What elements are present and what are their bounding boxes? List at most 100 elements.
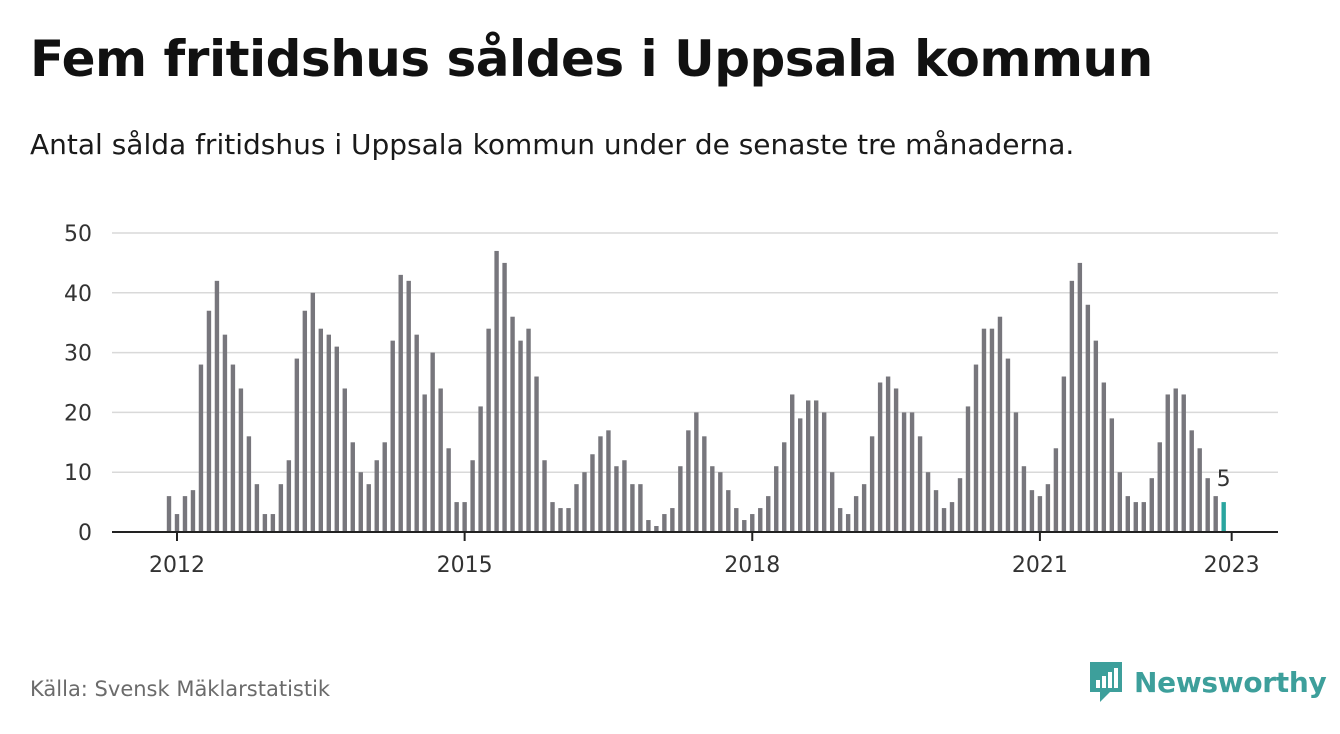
bar — [901, 412, 907, 532]
brand-logo: Newsworthy — [1088, 660, 1327, 704]
bar — [614, 466, 619, 532]
bar — [214, 280, 220, 532]
bar — [893, 388, 899, 532]
bar — [430, 352, 435, 532]
x-axis — [112, 531, 1278, 541]
bar — [1221, 502, 1226, 532]
bar — [358, 472, 363, 532]
bar — [1101, 382, 1107, 532]
bar — [933, 490, 939, 532]
bar — [382, 442, 387, 532]
bar — [1197, 448, 1202, 532]
bar — [462, 502, 467, 532]
bar — [949, 502, 955, 532]
bar — [750, 514, 755, 532]
chart-title: Fem fritidshus såldes i Uppsala kommun — [30, 30, 1153, 88]
bar — [1077, 262, 1083, 532]
bar — [694, 412, 699, 532]
bar — [965, 406, 971, 532]
bar — [758, 508, 763, 532]
bar — [1053, 448, 1059, 532]
bar — [1125, 496, 1130, 532]
x-tick-label: 2018 — [724, 553, 780, 578]
bar — [566, 508, 571, 532]
bar — [598, 436, 603, 532]
bar — [310, 292, 316, 532]
y-tick-label: 30 — [64, 342, 92, 367]
bar — [174, 514, 180, 532]
bar — [1093, 340, 1099, 532]
annotations: 5 — [1217, 467, 1231, 492]
bar — [734, 508, 739, 532]
bar — [654, 526, 659, 532]
bar — [486, 328, 491, 532]
bar — [350, 442, 355, 532]
bar — [454, 502, 459, 532]
bar — [909, 412, 915, 532]
bar — [262, 514, 268, 532]
bar — [702, 436, 707, 532]
bar — [534, 376, 539, 532]
bar — [917, 436, 923, 532]
bar — [1109, 418, 1115, 532]
bar — [981, 328, 987, 532]
bar — [206, 310, 212, 532]
bar — [1165, 394, 1170, 532]
bar — [726, 490, 731, 532]
bar — [422, 394, 427, 532]
bar — [774, 466, 779, 532]
chart-subtitle: Antal sålda fritidshus i Uppsala kommun … — [30, 128, 1075, 161]
bar — [438, 388, 443, 532]
bar — [1037, 496, 1043, 532]
bar — [1213, 496, 1218, 532]
bar — [989, 328, 995, 532]
bar — [590, 454, 595, 532]
bar — [270, 514, 276, 532]
bar — [1085, 304, 1091, 532]
bar — [997, 316, 1003, 532]
bar — [1021, 466, 1027, 532]
bar — [374, 460, 379, 532]
y-tick-label: 40 — [64, 282, 92, 307]
bar — [853, 496, 859, 532]
bar — [957, 478, 963, 532]
x-axis-labels: 2012 2015 2018 2021 2023 — [149, 553, 1260, 578]
bar — [837, 508, 843, 532]
bar — [821, 412, 827, 532]
bar — [326, 334, 331, 532]
bar — [1117, 472, 1123, 532]
bar — [869, 436, 875, 532]
bar — [1141, 502, 1146, 532]
bar — [1189, 430, 1194, 532]
bar — [166, 496, 172, 532]
bar — [254, 484, 260, 532]
y-tick-label: 50 — [64, 222, 92, 247]
bar — [494, 250, 499, 532]
bar — [398, 274, 403, 532]
bar — [302, 310, 308, 532]
bar — [782, 442, 787, 532]
y-tick-label: 20 — [64, 401, 92, 426]
bar — [1133, 502, 1138, 532]
bar — [1061, 376, 1067, 532]
bar — [558, 508, 563, 532]
bar — [542, 460, 547, 532]
bar — [478, 406, 483, 532]
bar — [638, 484, 643, 532]
bar — [446, 448, 451, 532]
bar — [230, 364, 236, 532]
newsworthy-logo-icon — [1090, 662, 1122, 702]
bar — [502, 262, 507, 532]
bar — [670, 508, 675, 532]
bar — [414, 334, 419, 532]
bar — [318, 328, 324, 532]
bar — [1181, 394, 1186, 532]
bar — [390, 340, 395, 532]
bar — [518, 340, 523, 532]
bar — [294, 358, 300, 532]
bar — [286, 460, 292, 532]
bar — [470, 460, 475, 532]
bar — [1069, 280, 1075, 532]
x-tick-label: 2021 — [1012, 553, 1068, 578]
bar — [606, 430, 611, 532]
